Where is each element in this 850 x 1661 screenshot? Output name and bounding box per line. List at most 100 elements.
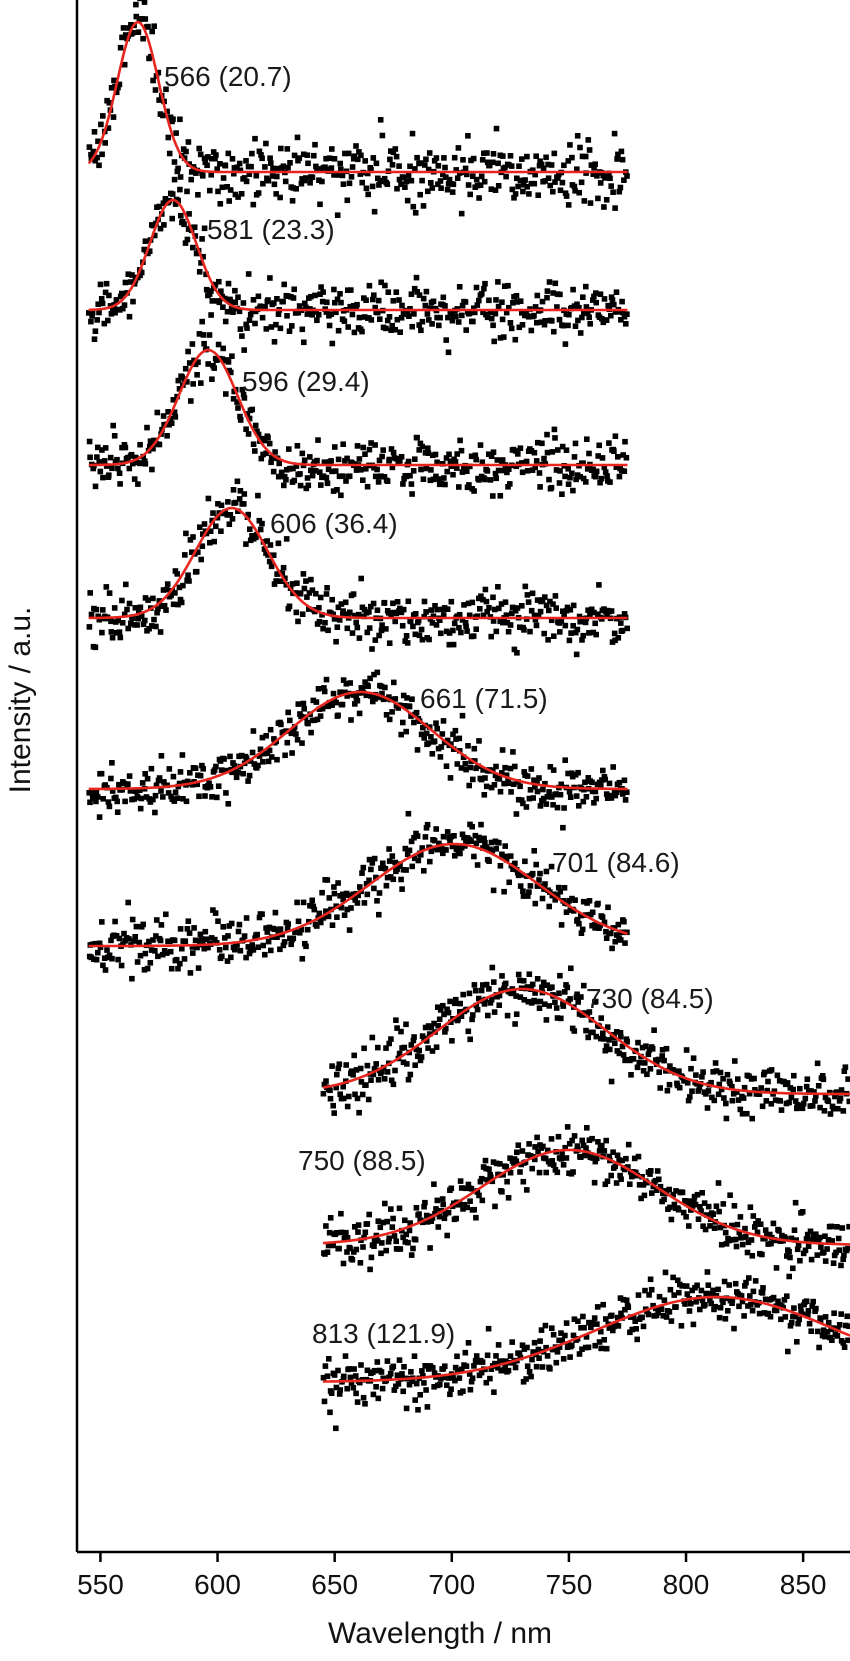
data-point	[228, 305, 235, 312]
data-point	[92, 483, 99, 490]
data-point	[623, 321, 629, 327]
data-point	[375, 1218, 382, 1224]
data-point	[92, 328, 99, 334]
data-point	[495, 303, 502, 310]
data-point	[635, 1153, 642, 1160]
data-point	[211, 538, 217, 545]
data-point	[764, 1232, 770, 1238]
data-point	[496, 840, 502, 846]
data-point	[350, 1384, 357, 1391]
data-point	[115, 465, 121, 472]
data-point	[382, 866, 389, 872]
data-point	[539, 1364, 546, 1370]
data-point	[391, 679, 397, 686]
data-point	[423, 288, 430, 295]
data-point	[232, 287, 238, 294]
data-point	[86, 144, 93, 150]
data-point	[579, 314, 585, 321]
data-point	[573, 793, 580, 799]
data-point	[235, 928, 242, 935]
data-point	[547, 764, 554, 770]
data-point	[327, 1409, 333, 1416]
data-point	[115, 617, 121, 624]
data-point	[250, 201, 257, 208]
data-point	[108, 937, 114, 944]
data-point	[354, 1095, 361, 1102]
data-point	[800, 1100, 807, 1107]
data-point	[559, 1151, 565, 1158]
data-point	[490, 1159, 497, 1165]
data-point	[465, 600, 472, 607]
data-point	[452, 1000, 458, 1007]
data-point	[175, 377, 182, 384]
data-point	[320, 1374, 327, 1381]
data-point	[480, 982, 486, 988]
data-point	[250, 441, 257, 447]
data-point	[400, 1234, 406, 1241]
data-point	[95, 138, 101, 145]
data-point	[767, 1231, 773, 1238]
data-point	[299, 450, 306, 457]
data-point	[412, 456, 418, 462]
series-750	[321, 1124, 850, 1273]
data-point	[460, 1206, 466, 1212]
data-point	[675, 1206, 682, 1213]
data-point	[445, 1209, 452, 1216]
data-point	[160, 413, 167, 419]
data-point	[173, 956, 180, 963]
data-point	[177, 174, 184, 180]
data-point	[409, 696, 415, 702]
data-point	[280, 942, 287, 949]
data-point	[517, 445, 524, 451]
data-point	[505, 1367, 512, 1374]
data-point	[610, 764, 616, 770]
data-point	[304, 311, 311, 317]
data-point	[200, 332, 207, 338]
data-point	[272, 449, 278, 455]
data-point	[565, 158, 572, 164]
data-point	[374, 1238, 381, 1244]
data-point	[301, 706, 307, 712]
data-point	[456, 1200, 463, 1207]
data-point	[634, 1064, 641, 1071]
data-point	[280, 298, 286, 305]
data-point	[398, 1028, 404, 1035]
data-point	[230, 487, 237, 493]
data-point	[133, 454, 139, 461]
data-point	[366, 877, 372, 884]
data-point	[520, 893, 527, 899]
data-point	[200, 766, 206, 772]
data-point	[511, 195, 517, 201]
data-point	[467, 1036, 473, 1043]
data-point	[293, 463, 300, 469]
data-point	[333, 638, 339, 645]
data-point	[331, 1110, 337, 1116]
data-point	[197, 772, 204, 779]
data-point	[197, 931, 204, 938]
data-point	[531, 180, 538, 187]
data-point	[425, 166, 432, 173]
data-point	[507, 853, 514, 859]
data-point	[716, 1208, 722, 1215]
data-point	[502, 843, 508, 849]
data-point	[503, 857, 510, 863]
data-point	[358, 1362, 364, 1368]
data-point	[453, 736, 459, 742]
data-point	[471, 1363, 477, 1369]
data-point	[341, 1095, 347, 1102]
data-point	[610, 1327, 616, 1334]
data-point	[495, 467, 502, 474]
data-point	[795, 1320, 801, 1327]
data-point	[420, 1373, 426, 1379]
data-point	[124, 606, 130, 613]
data-point	[254, 931, 260, 938]
data-point	[131, 796, 137, 802]
data-point	[244, 411, 251, 417]
data-point	[270, 468, 277, 475]
data-point	[635, 1292, 642, 1298]
data-point	[787, 1254, 793, 1261]
data-point	[417, 191, 423, 198]
data-point	[326, 155, 333, 161]
data-point	[441, 475, 447, 481]
data-point	[385, 289, 392, 295]
